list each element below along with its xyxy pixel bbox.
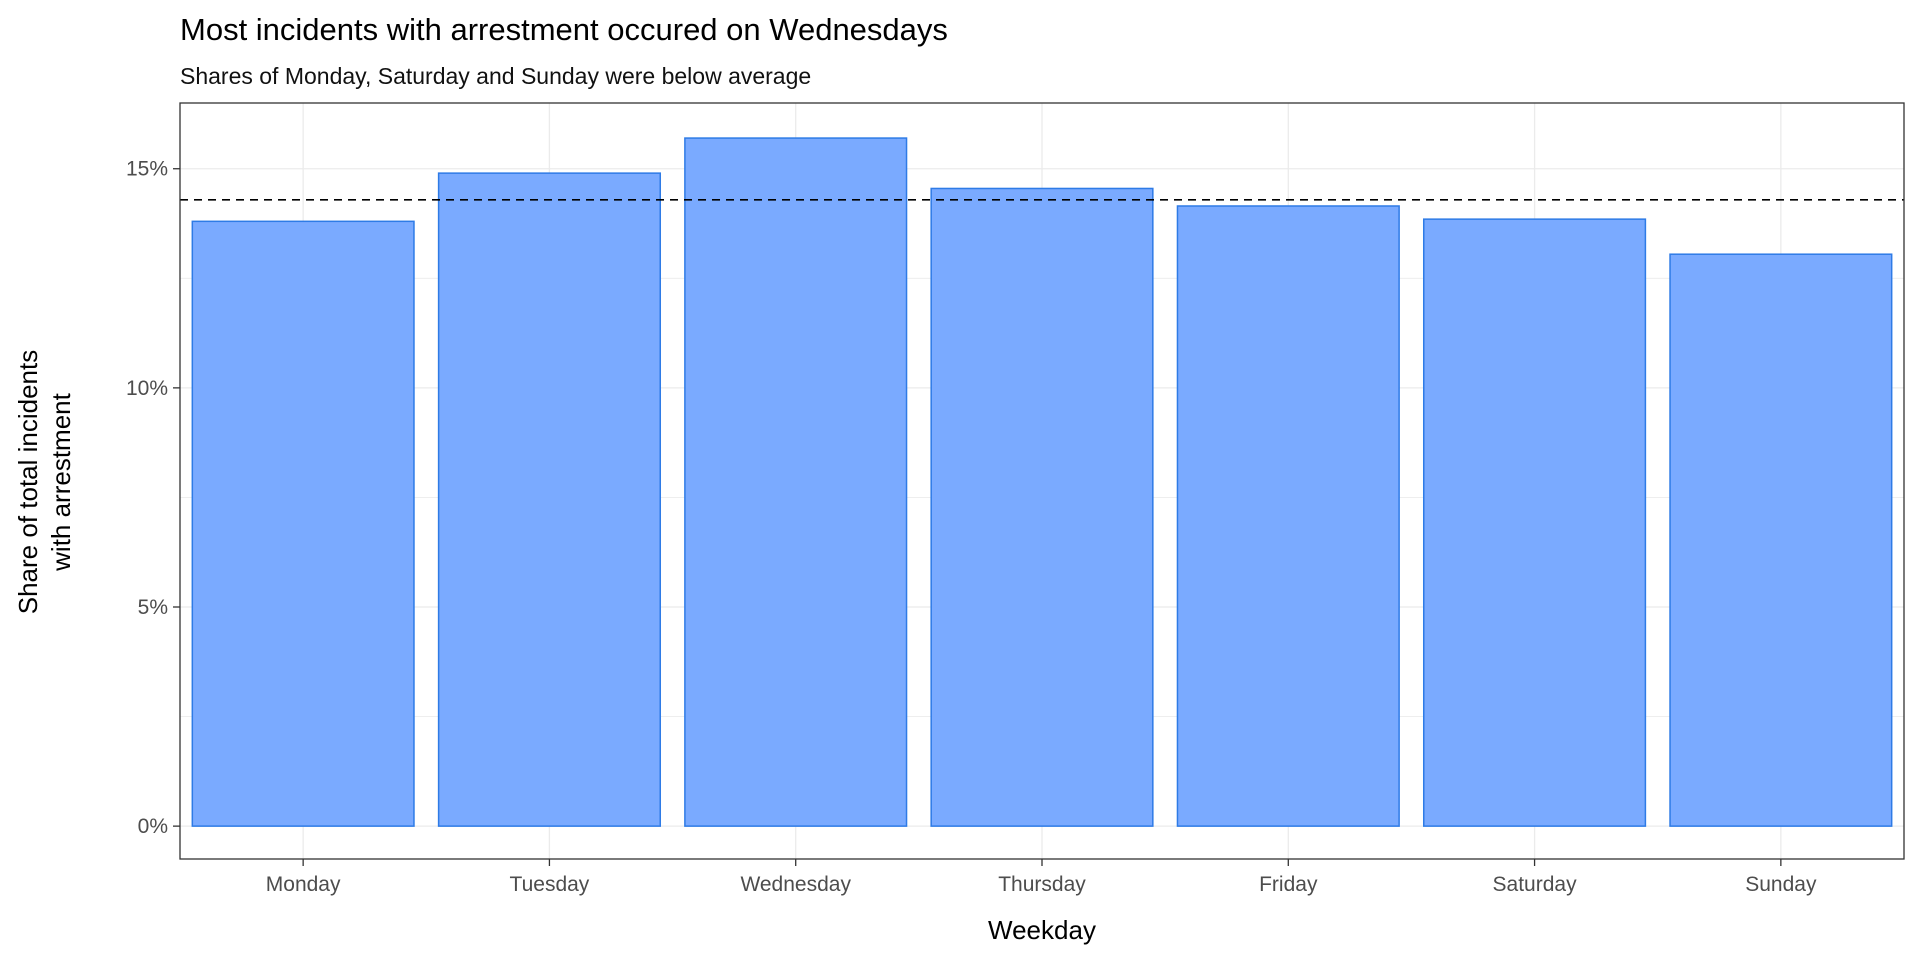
- y-axis-ticks: 0% 5% 10% 15%: [126, 158, 180, 838]
- x-tick-label: Saturday: [1493, 873, 1578, 896]
- y-axis-title-line-1: Share of total incidents: [13, 350, 43, 615]
- y-axis-title: Share of total incidents with arrestment: [13, 350, 76, 615]
- x-axis-title: Weekday: [988, 915, 1096, 945]
- y-axis-title-line-2: with arrestment: [46, 392, 76, 571]
- y-tick-label: 5%: [138, 596, 168, 619]
- bar-monday: [191, 220, 415, 827]
- x-tick-label: Monday: [266, 873, 341, 896]
- chart-title: Most incidents with arrestment occured o…: [180, 12, 948, 47]
- bar-wednesday: [684, 137, 908, 827]
- x-tick-label: Friday: [1259, 873, 1318, 896]
- x-tick-label: Sunday: [1745, 873, 1817, 896]
- bar-tuesday: [437, 172, 662, 827]
- bars: [191, 137, 1893, 827]
- y-tick-label: 10%: [126, 377, 168, 400]
- bar-sunday: [1669, 253, 1893, 827]
- chart-subtitle: Shares of Monday, Saturday and Sunday we…: [180, 63, 811, 89]
- x-axis-ticks: Monday Tuesday Wednesday Thursday Friday Satu…: [266, 859, 1817, 896]
- bar-friday: [1176, 205, 1400, 827]
- bar-thursday: [930, 187, 1154, 827]
- bar-saturday: [1422, 218, 1647, 827]
- x-tick-label: Wednesday: [740, 873, 851, 896]
- x-tick-label: Tuesday: [510, 873, 590, 896]
- y-tick-label: 0%: [138, 815, 168, 838]
- y-tick-label: 15%: [126, 158, 168, 181]
- x-tick-label: Thursday: [998, 873, 1086, 896]
